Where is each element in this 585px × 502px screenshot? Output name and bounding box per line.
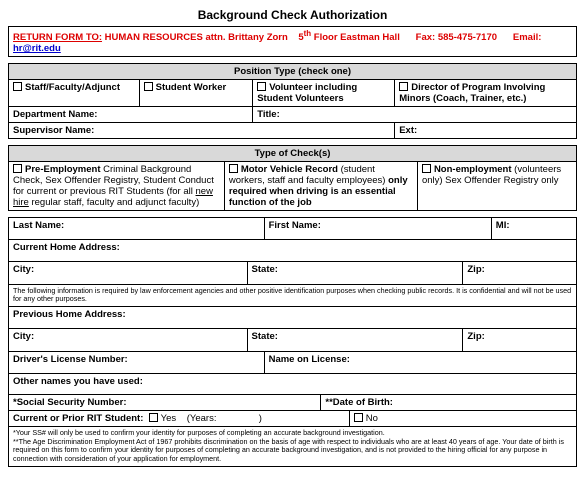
prev-address-field[interactable]: Previous Home Address:	[9, 307, 577, 329]
personal-info-table: Last Name: First Name: MI: Current Home …	[8, 217, 577, 262]
ssn-dob-table: *Social Security Number: **Date of Birth…	[8, 395, 577, 411]
email-label: Email:	[513, 32, 542, 43]
previous-address-table: Previous Home Address:	[8, 307, 577, 330]
check-type-table: Type of Check(s) Pre-Employment Criminal…	[8, 145, 577, 211]
checks-header: Type of Check(s)	[9, 146, 577, 162]
license-table: Driver's License Number: Name on License…	[8, 352, 577, 375]
rit-yes-cell[interactable]: Current or Prior RIT Student: Yes (Years…	[9, 411, 350, 427]
mi-field[interactable]: MI:	[491, 218, 576, 240]
dl-number-field[interactable]: Driver's License Number:	[9, 352, 265, 374]
dob-field[interactable]: **Date of Birth:	[321, 395, 577, 411]
return-prefix: RETURN FORM TO:	[13, 32, 102, 43]
return-instructions: RETURN FORM TO: HUMAN RESOURCES attn. Br…	[8, 26, 577, 57]
disclosure-text-2: *Your SS# will only be used to confirm y…	[8, 427, 577, 467]
check-pre-employment[interactable]: Pre-Employment Criminal Background Check…	[9, 162, 225, 211]
rit-no-cell[interactable]: No	[349, 411, 576, 427]
page-title: Background Check Authorization	[8, 8, 577, 22]
opt-staff[interactable]: Staff/Faculty/Adjunct	[9, 80, 140, 107]
return-dept: HUMAN RESOURCES attn. Brittany Zorn	[105, 32, 288, 43]
check-mvr[interactable]: Motor Vehicle Record (student workers, s…	[224, 162, 417, 211]
first-name-field[interactable]: First Name:	[264, 218, 491, 240]
prev-zip-field[interactable]: Zip:	[463, 329, 577, 351]
prev-city-field[interactable]: City:	[9, 329, 248, 351]
other-names-table: Other names you have used:	[8, 374, 577, 395]
dept-name-field[interactable]: Department Name:	[9, 107, 253, 123]
supervisor-field[interactable]: Supervisor Name:	[9, 123, 395, 139]
ext-field[interactable]: Ext:	[395, 123, 577, 139]
dl-name-field[interactable]: Name on License:	[264, 352, 576, 374]
opt-director[interactable]: Director of Program Involving Minors (Co…	[395, 80, 577, 107]
ssn-field[interactable]: *Social Security Number:	[9, 395, 321, 411]
current-address-field[interactable]: Current Home Address:	[9, 240, 577, 262]
title-field[interactable]: Title:	[253, 107, 577, 123]
city-field[interactable]: City:	[9, 262, 248, 284]
position-type-table: Position Type (check one) Staff/Faculty/…	[8, 63, 577, 139]
last-name-field[interactable]: Last Name:	[9, 218, 265, 240]
current-csz-table: City: State: Zip:	[8, 262, 577, 285]
fax-label: Fax:	[416, 32, 436, 43]
opt-volunteer[interactable]: Volunteer including Student Volunteers	[253, 80, 395, 107]
rit-student-table: Current or Prior RIT Student: Yes (Years…	[8, 411, 577, 427]
check-non-employment[interactable]: Non-employment (volunteers only) Sex Off…	[417, 162, 576, 211]
zip-field[interactable]: Zip:	[463, 262, 577, 284]
fax-value: 585-475-7170	[438, 32, 497, 43]
disclosure-text-1: The following information is required by…	[8, 285, 577, 307]
position-header: Position Type (check one)	[9, 64, 577, 80]
state-field[interactable]: State:	[247, 262, 463, 284]
prev-csz-table: City: State: Zip:	[8, 329, 577, 352]
return-loc2: Floor Eastman Hall	[311, 32, 400, 43]
prev-state-field[interactable]: State:	[247, 329, 463, 351]
email-link[interactable]: hr@rit.edu	[13, 43, 61, 54]
other-names-field[interactable]: Other names you have used:	[9, 374, 577, 394]
opt-student[interactable]: Student Worker	[139, 80, 253, 107]
